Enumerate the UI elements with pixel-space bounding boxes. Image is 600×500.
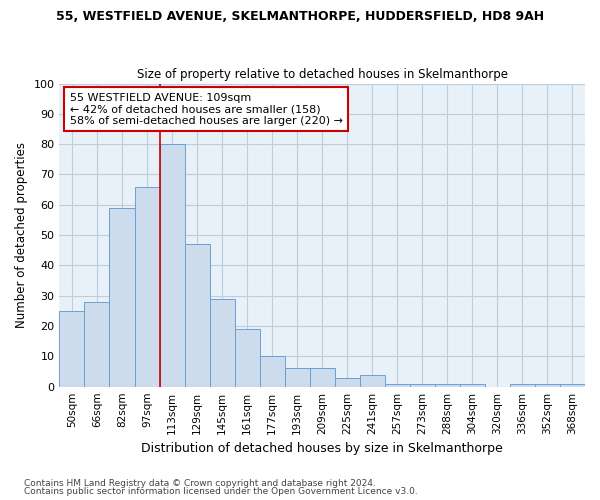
Bar — [160, 144, 185, 386]
Bar — [235, 329, 260, 386]
Bar — [335, 378, 360, 386]
Bar — [460, 384, 485, 386]
Bar — [410, 384, 435, 386]
Bar — [260, 356, 284, 386]
Text: 55 WESTFIELD AVENUE: 109sqm
← 42% of detached houses are smaller (158)
58% of se: 55 WESTFIELD AVENUE: 109sqm ← 42% of det… — [70, 92, 343, 126]
Bar — [510, 384, 535, 386]
Bar — [360, 374, 385, 386]
Bar — [435, 384, 460, 386]
Bar — [535, 384, 560, 386]
Bar — [560, 384, 585, 386]
Bar — [59, 311, 85, 386]
Bar — [209, 299, 235, 386]
Bar — [310, 368, 335, 386]
Bar — [385, 384, 410, 386]
Text: Contains HM Land Registry data © Crown copyright and database right 2024.: Contains HM Land Registry data © Crown c… — [24, 478, 376, 488]
X-axis label: Distribution of detached houses by size in Skelmanthorpe: Distribution of detached houses by size … — [142, 442, 503, 455]
Text: Contains public sector information licensed under the Open Government Licence v3: Contains public sector information licen… — [24, 487, 418, 496]
Title: Size of property relative to detached houses in Skelmanthorpe: Size of property relative to detached ho… — [137, 68, 508, 81]
Bar — [284, 368, 310, 386]
Bar — [134, 186, 160, 386]
Text: 55, WESTFIELD AVENUE, SKELMANTHORPE, HUDDERSFIELD, HD8 9AH: 55, WESTFIELD AVENUE, SKELMANTHORPE, HUD… — [56, 10, 544, 23]
Y-axis label: Number of detached properties: Number of detached properties — [15, 142, 28, 328]
Bar — [109, 208, 134, 386]
Bar — [85, 302, 109, 386]
Bar — [185, 244, 209, 386]
